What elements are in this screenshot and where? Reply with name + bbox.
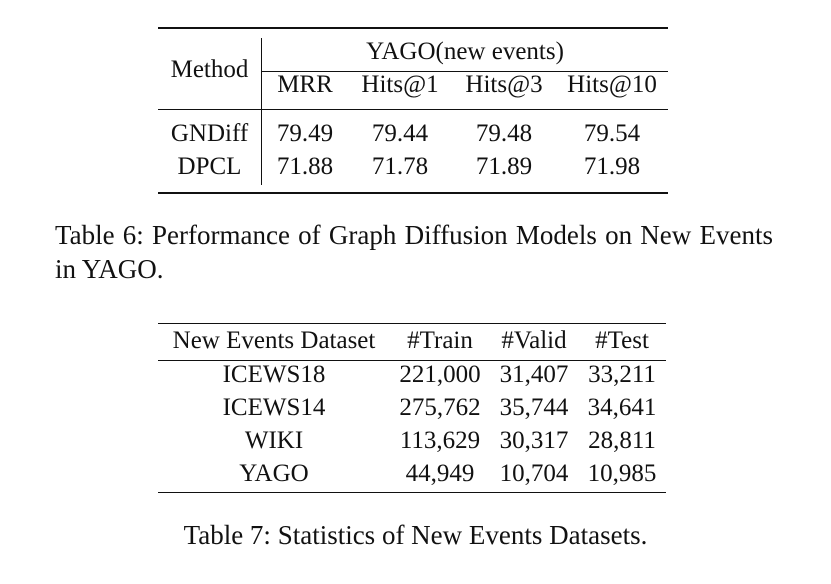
- table-6-vertical-rule: [261, 38, 262, 185]
- table-7-value-cell: 31,407: [499, 361, 569, 388]
- table-7-col-header: #Train: [407, 327, 473, 354]
- table-7-dataset-cell: ICEWS14: [222, 394, 326, 421]
- table-7: New Events Dataset #Train #Valid #Test I…: [158, 323, 666, 493]
- table-7-value-cell: 275,762: [399, 394, 481, 421]
- table-7-value-cell: 10,985: [587, 460, 657, 487]
- table-6-caption: Table 6: Performance of Graph Diffusion …: [55, 220, 773, 284]
- table-6-col-header: Hits@1: [361, 71, 439, 98]
- table-7-caption: Table 7: Statistics of New Events Datase…: [183, 520, 648, 550]
- table-7-value-cell: 34,641: [587, 394, 657, 421]
- table-7-col-header: #Valid: [501, 327, 567, 354]
- table-6-value-cell: 71.98: [583, 153, 641, 180]
- table-7-col-header: New Events Dataset: [172, 327, 376, 354]
- table-6-value-cell: 71.78: [371, 153, 429, 180]
- table-6-value-cell: 79.48: [475, 120, 533, 147]
- table-7-value-cell: 35,744: [499, 394, 569, 421]
- table-7-value-cell: 10,704: [499, 460, 569, 487]
- table-6-group-rule: [262, 71, 668, 72]
- table-7-dataset-cell: YAGO: [239, 460, 309, 487]
- table-6-value-cell: 79.49: [276, 120, 334, 147]
- table-6-method-header: Method: [170, 56, 249, 83]
- table-7-value-cell: 113,629: [399, 427, 481, 454]
- table-7-value-cell: 30,317: [499, 427, 569, 454]
- table-7-dataset-cell: ICEWS18: [222, 361, 326, 388]
- table-6-value-cell: 79.44: [371, 120, 429, 147]
- table-6-col-header: Hits@10: [567, 71, 657, 98]
- table-6-method-cell: GNDiff: [170, 120, 249, 147]
- table-6: Method YAGO(new events) MRR Hits@1 Hits@…: [158, 27, 668, 194]
- table-7-dataset-cell: WIKI: [244, 427, 304, 454]
- table-7-value-cell: 33,211: [588, 361, 656, 388]
- table-6-header-rule: [158, 109, 668, 110]
- table-7-value-cell: 28,811: [588, 427, 656, 454]
- table-6-group-header: YAGO(new events): [366, 38, 564, 65]
- table-6-col-header: Hits@3: [465, 71, 543, 98]
- table-6-value-cell: 71.88: [276, 153, 334, 180]
- table-7-header-rule: [158, 360, 666, 361]
- table-7-value-cell: 221,000: [399, 361, 481, 388]
- table-6-method-cell: DPCL: [177, 153, 242, 180]
- table-6-value-cell: 71.89: [475, 153, 533, 180]
- table-7-col-header: #Test: [595, 327, 649, 354]
- table-6-col-header: MRR: [277, 71, 333, 98]
- table-7-value-cell: 44,949: [405, 460, 475, 487]
- table-6-value-cell: 79.54: [583, 120, 641, 147]
